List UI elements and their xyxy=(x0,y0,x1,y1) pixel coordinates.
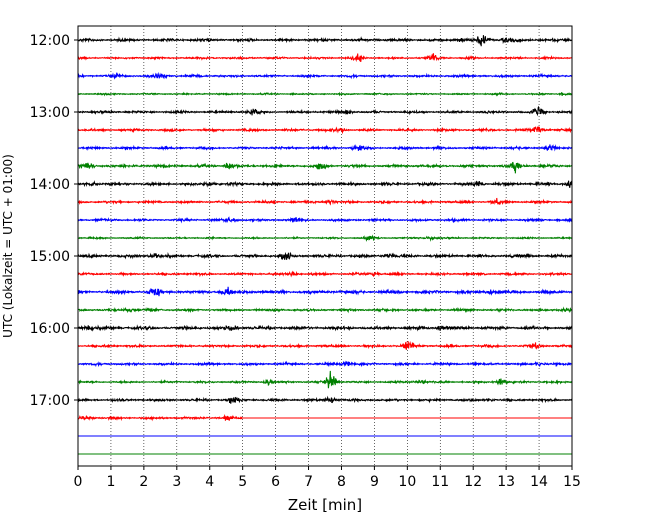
trace-1345 xyxy=(77,161,573,174)
trace-1200 xyxy=(77,35,573,47)
y-tick-label: 13:00 xyxy=(30,105,70,121)
x-tick-label: 15 xyxy=(563,474,581,490)
trace-1400 xyxy=(77,180,573,188)
x-tick-label: 8 xyxy=(337,474,346,490)
trace-rows xyxy=(77,35,573,455)
vertical-grid xyxy=(110,26,540,466)
x-tick-label: 7 xyxy=(304,474,313,490)
trace-1615 xyxy=(77,341,573,350)
y-tick-label: 15:00 xyxy=(30,249,70,265)
x-axis-ticks: 0 1 2 3 4 5 6 7 8 9 10 11 12 13 14 15 xyxy=(74,466,581,490)
trace-1330 xyxy=(77,144,573,152)
y-axis-label: UTC (Lokalzeit = UTC + 01:00) xyxy=(1,154,15,338)
x-tick-label: 2 xyxy=(139,474,148,490)
x-tick-label: 14 xyxy=(530,474,548,490)
x-tick-label: 4 xyxy=(205,474,214,490)
x-tick-label: 12 xyxy=(464,474,482,490)
x-tick-label: 13 xyxy=(497,474,515,490)
y-tick-label: 14:00 xyxy=(30,177,70,193)
trace-1500 xyxy=(77,251,573,260)
x-tick-label: 0 xyxy=(74,474,83,490)
x-tick-label: 3 xyxy=(172,474,181,490)
trace-1415 xyxy=(77,197,573,206)
trace-1245 xyxy=(77,91,573,97)
x-tick-label: 9 xyxy=(370,474,379,490)
x-tick-label: 1 xyxy=(106,474,115,490)
trace-1700 xyxy=(77,395,573,404)
trace-1230 xyxy=(77,72,573,80)
trace-1600 xyxy=(77,324,573,332)
trace-1300 xyxy=(77,105,573,117)
trace-1215 xyxy=(77,53,573,63)
y-tick-label: 16:00 xyxy=(30,321,70,337)
trace-1515 xyxy=(77,270,573,278)
plot-frame xyxy=(77,25,573,467)
trace-1545 xyxy=(77,306,573,314)
x-tick-label: 10 xyxy=(398,474,416,490)
trace-1630 xyxy=(77,360,573,368)
trace-1430 xyxy=(77,216,573,224)
trace-1715 xyxy=(77,413,572,422)
y-axis-ticks: 12:00 13:00 14:00 15:00 16:00 17:00 xyxy=(30,33,78,409)
x-tick-label: 11 xyxy=(431,474,449,490)
trace-1530 xyxy=(77,286,573,297)
x-tick-label: 6 xyxy=(271,474,280,490)
trace-1645 xyxy=(77,370,573,389)
trace-1445 xyxy=(77,234,573,242)
x-axis-label: Zeit [min] xyxy=(288,496,362,514)
y-tick-label: 12:00 xyxy=(30,33,70,49)
y-tick-label: 17:00 xyxy=(30,393,70,409)
x-tick-label: 5 xyxy=(238,474,247,490)
trace-1315 xyxy=(77,125,573,135)
